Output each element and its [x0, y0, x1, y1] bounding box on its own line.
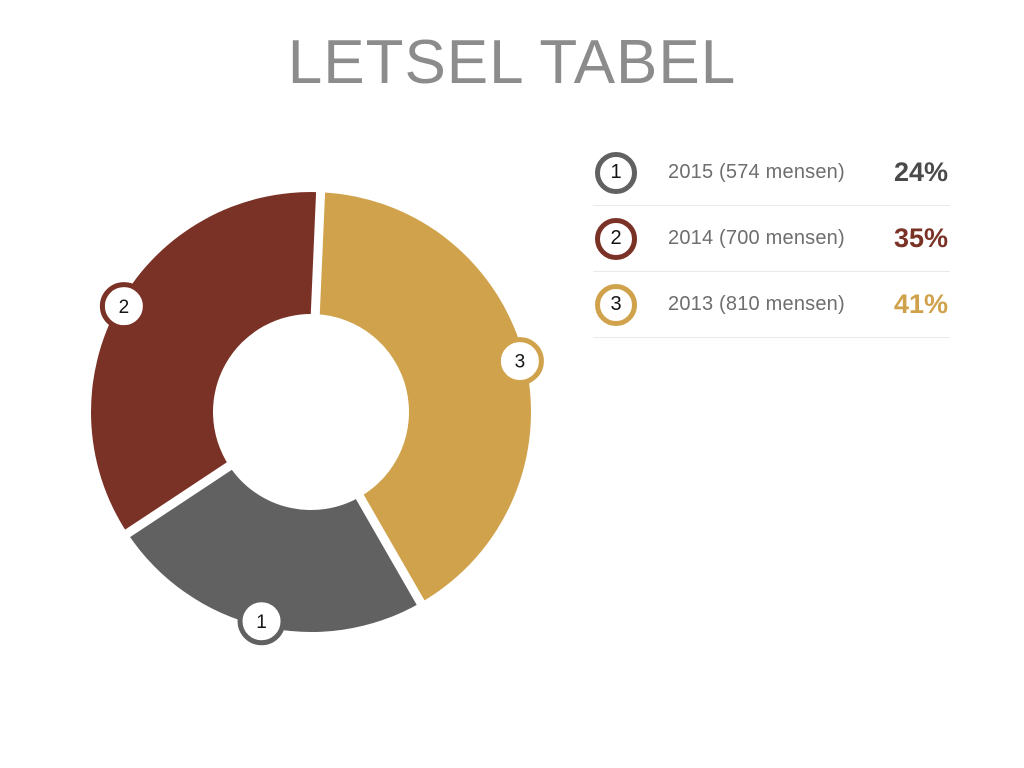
donut-segment-3: [315, 192, 531, 603]
segment-gap-1: [306, 180, 326, 413]
segment-gap-2: [307, 409, 431, 616]
donut-segment-2: [90, 192, 321, 534]
donut-badge-number-2: 2: [119, 297, 130, 318]
donut-badge-number-1: 1: [256, 612, 267, 633]
legend-percent-2: 35%: [893, 223, 948, 253]
legend-row-2: 2 2014 (700 mensen) 35%: [593, 206, 950, 272]
donut-badge-number-3: 3: [515, 352, 526, 373]
legend: 1 2015 (574 mensen) 24% 2 2014 (700 mens…: [593, 140, 950, 338]
legend-badge-3: 3: [595, 283, 637, 326]
legend-row-1: 1 2015 (574 mensen) 24%: [593, 140, 950, 206]
legend-badge-1: 1: [595, 151, 637, 194]
legend-badge-2: 2: [595, 217, 637, 260]
donut-badge-1: [237, 597, 286, 646]
legend-label-3: 2013 (810 mensen): [668, 293, 845, 315]
donut-badge-3: [495, 337, 544, 386]
legend-label-2: 2014 (700 mensen): [668, 227, 845, 249]
legend-percent-1: 24%: [893, 157, 948, 187]
legend-label-1: 2015 (574 mensen): [668, 161, 845, 183]
legend-row-3: 3 2013 (810 mensen) 41%: [593, 272, 950, 338]
page-title: LETSEL TABEL: [287, 28, 737, 97]
donut-segment-1: [127, 466, 421, 632]
donut-badge-2: [99, 282, 148, 331]
segment-gap-3: [115, 408, 314, 544]
legend-percent-3: 41%: [893, 289, 948, 319]
